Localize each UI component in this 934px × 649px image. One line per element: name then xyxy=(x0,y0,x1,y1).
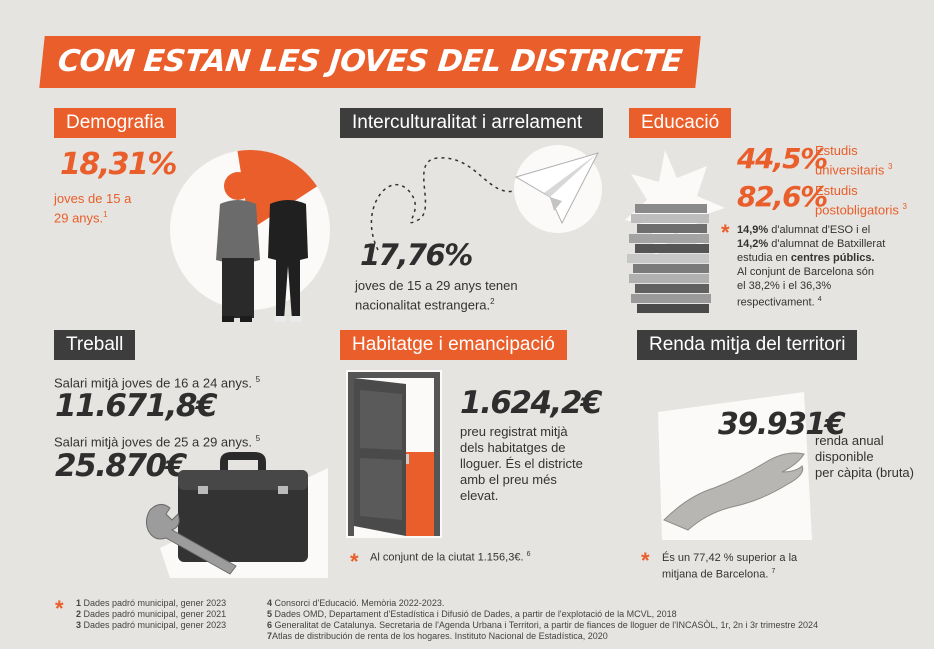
books-stack-icon xyxy=(625,150,725,313)
demografia-value: 18,31% xyxy=(60,147,177,182)
asterisk-icon: * xyxy=(641,548,650,573)
treball-label-1: Salari mitjà joves de 16 a 24 anys. 5 xyxy=(54,375,261,391)
interculturalitat-value: 17,76% xyxy=(360,238,473,272)
hand-icon xyxy=(658,392,812,540)
renda-desc: renda anual disponible per càpita (bruta… xyxy=(815,433,914,480)
educacio-heading: Educació xyxy=(629,108,732,138)
treball-heading: Treball xyxy=(54,330,136,360)
briefcase-icon xyxy=(160,452,328,578)
educacio-note: 14,9% d'alumnat d'ESO i el 14,2% d'alumn… xyxy=(737,224,886,309)
interculturalitat-heading: Interculturalitat i arrelament xyxy=(340,108,603,138)
renda-value: 39.931€ xyxy=(718,407,846,442)
door-icon xyxy=(346,370,442,538)
educacio-stat2-label: Estudis postobligatoris 3 xyxy=(815,183,907,218)
treball-label-2: Salari mitjà joves de 25 a 29 anys. 5 xyxy=(54,434,261,450)
treball-value-1: 11.671,8€ xyxy=(55,388,218,424)
educacio-stat2-value: 82,6% xyxy=(737,180,828,213)
habitatge-desc: preu registrat mitjà dels habitatges de … xyxy=(460,424,583,503)
habitatge-heading: Habitatge i emancipació xyxy=(340,330,567,360)
educacio-stat1-value: 44,5% xyxy=(737,142,828,175)
educacio-stat1-label: Estudis universitaris 3 xyxy=(815,143,893,178)
interculturalitat-desc: joves de 15 a 29 anys tenen nacionalitat… xyxy=(355,278,518,313)
renda-footnote: És un 77,42 % superior a la mitjana de B… xyxy=(662,552,798,581)
habitatge-value: 1.624,2€ xyxy=(460,385,602,421)
demografia-desc: joves de 15 a 29 anys.1 xyxy=(54,191,132,226)
renda-heading: Renda mitja del territori xyxy=(637,330,858,360)
treball-value-2: 25.870€ xyxy=(55,448,187,484)
footnotes-col-2: 4 Consorci d'Educació. Memòria 2022-2023… xyxy=(267,598,819,641)
asterisk-icon: * xyxy=(350,549,359,574)
footnotes-col-1: 1 Dades padró municipal, gener 2023 2 Da… xyxy=(76,598,227,630)
asterisk-icon: * xyxy=(721,220,730,245)
wrench-icon xyxy=(145,504,237,575)
people-photo-icon xyxy=(216,172,308,322)
asterisk-icon: * xyxy=(55,596,64,621)
paper-plane-icon xyxy=(514,145,602,233)
demografia-heading: Demografia xyxy=(54,108,177,138)
page-title: COM ESTAN LES JOVES DEL DISTRICTE xyxy=(39,36,701,88)
habitatge-footnote: Al conjunt de la ciutat 1.156,3€. 6 xyxy=(370,551,531,564)
